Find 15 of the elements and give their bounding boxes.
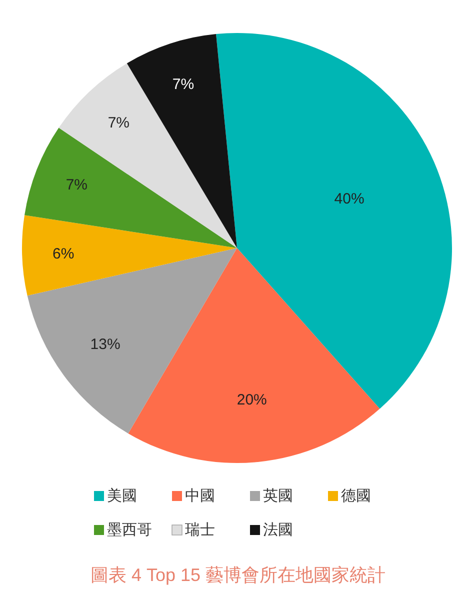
data-label: 7%	[66, 176, 88, 194]
data-label: 7%	[108, 114, 130, 132]
data-label: 7%	[172, 76, 194, 93]
legend-label: 墨西哥	[107, 522, 152, 538]
data-label: 13%	[90, 336, 120, 353]
text: 圖表 4 Top 15 藝博會所在地國家統計	[90, 565, 386, 585]
data-label: 40%	[334, 190, 364, 208]
data-label: 20%	[236, 391, 267, 408]
legend-label: 中國	[185, 488, 215, 504]
legend-label: 德國	[341, 488, 371, 504]
data-label: 6%	[52, 246, 74, 263]
legend-label: 法國	[263, 522, 293, 538]
legend-label: 英國	[263, 488, 293, 504]
legend-label: 美國	[107, 488, 137, 504]
legend-label: 瑞士	[185, 522, 215, 538]
